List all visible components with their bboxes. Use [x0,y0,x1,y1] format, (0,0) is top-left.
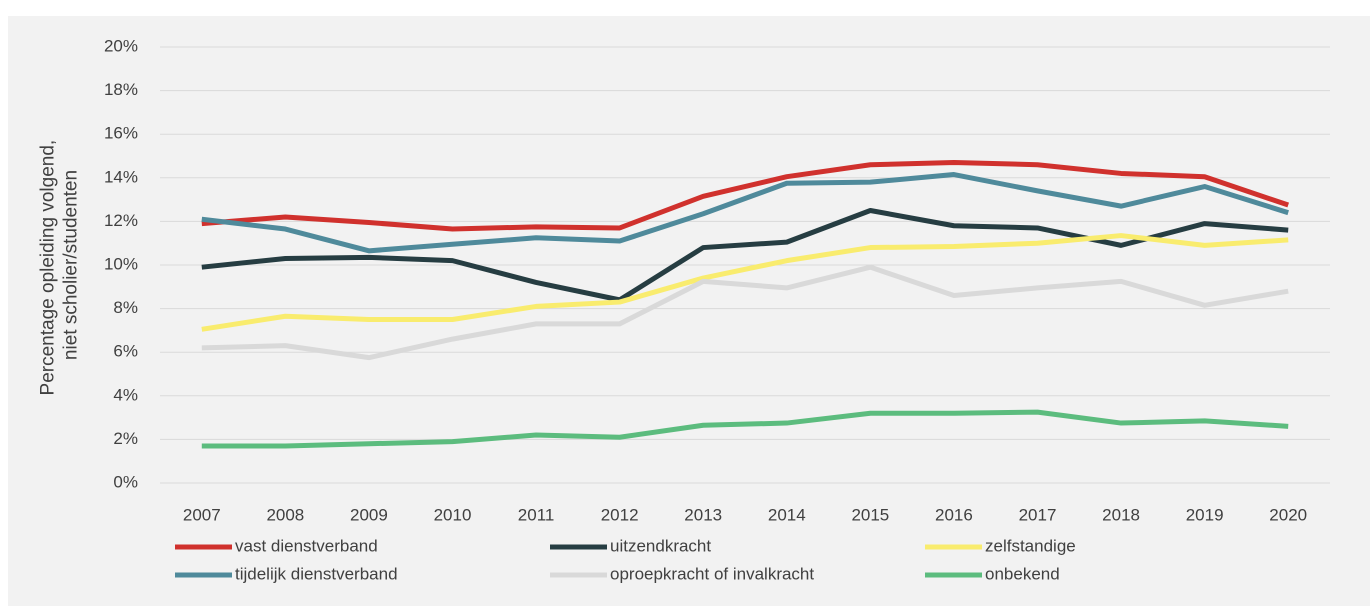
x-tick-label: 2014 [768,505,806,524]
line-series [201,160,1290,232]
y-tick-label: 0% [113,472,138,491]
x-tick-label: 2018 [1102,505,1140,524]
x-tick-label: 2017 [1019,505,1057,524]
line-series [201,172,1289,254]
x-tick-label: 2016 [935,505,973,524]
y-axis-label: Percentage opleiding volgend, niet schol… [38,135,82,396]
legend-label: zelfstandige [985,536,1076,555]
x-tick-label: 2008 [266,505,304,524]
x-tick-label: 2013 [684,505,722,524]
x-tick-label: 2015 [851,505,889,524]
y-tick-label: 4% [113,385,138,404]
y-tick-label: 12% [104,211,138,230]
y-tick-label: 2% [113,429,138,448]
legend-label: onbekend [985,564,1060,583]
x-tick-label: 2011 [518,505,555,524]
line-series [201,208,1289,303]
y-tick-label: 20% [104,36,138,55]
x-tick-label: 2012 [601,505,639,524]
legend-label: oproepkracht of invalkracht [610,564,814,583]
x-tick-label: 2010 [434,505,472,524]
y-tick-label: 14% [104,167,138,186]
legend-label: uitzendkracht [610,536,711,555]
x-tick-label: 2007 [183,505,221,524]
x-tick-label: 2019 [1186,505,1224,524]
x-tick-label: 2020 [1269,505,1307,524]
y-tick-label: 8% [113,298,138,317]
line-series [201,233,1289,332]
line-series [201,409,1289,449]
legend-label: vast dienstverband [235,536,378,555]
y-tick-label: 18% [104,80,138,99]
legend-label: tijdelijk dienstverband [235,564,398,583]
x-tick-label: 2009 [350,505,388,524]
y-tick-label: 16% [104,124,138,143]
y-tick-label: 6% [113,342,138,361]
line-series [201,264,1289,361]
chart-background [8,16,1370,606]
y-tick-label: 10% [104,254,138,273]
